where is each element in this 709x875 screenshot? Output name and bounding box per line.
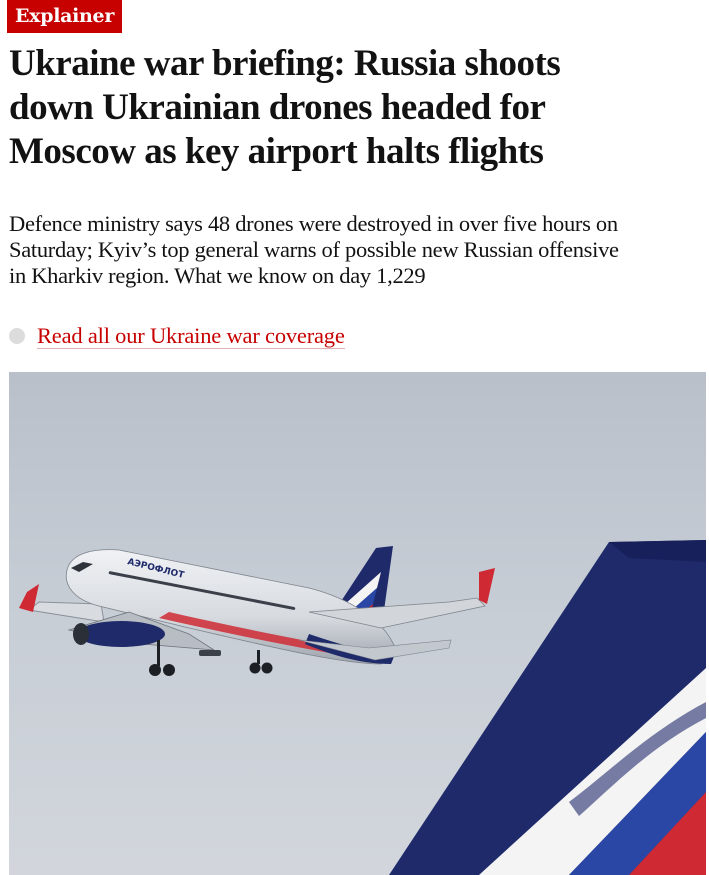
cabin-windows [108, 571, 296, 610]
related-coverage-link[interactable]: Read all our Ukraine war coverage [37, 322, 345, 349]
related-coverage-row: Read all our Ukraine war coverage [9, 322, 345, 350]
hero-image: АЭРОФЛОТ [9, 372, 706, 875]
landing-gear [149, 640, 273, 676]
article-headline: Ukraine war briefing: Russia shoots down… [9, 43, 561, 172]
fuselage [65, 549, 398, 665]
foreground-tail [389, 540, 706, 875]
article-kicker-label: Explainer [7, 0, 123, 33]
airplane: АЭРОФЛОТ [19, 546, 495, 676]
airplane-photo: АЭРОФЛОТ [9, 372, 706, 875]
engine [77, 621, 165, 647]
article-standfirst: Defence ministry says 48 drones were des… [9, 211, 619, 288]
bullet-dot-icon [9, 328, 25, 344]
